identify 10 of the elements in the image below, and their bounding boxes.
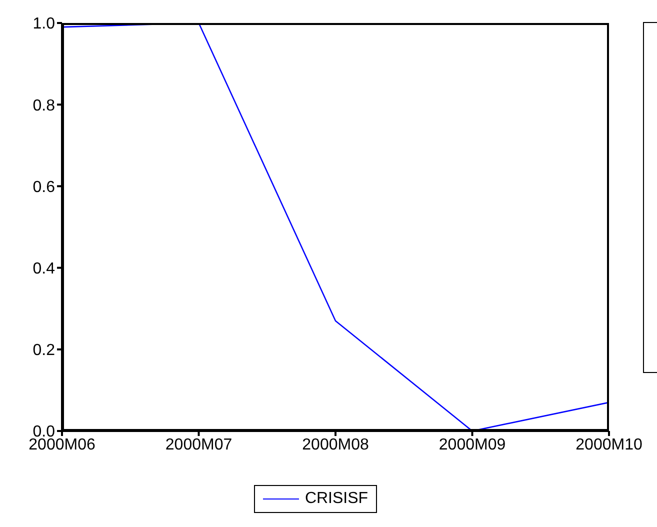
x-tick-label: 2000M08 <box>302 436 369 454</box>
y-tick-label: 0.8 <box>32 97 56 114</box>
y-tick-label: 0.2 <box>32 342 56 360</box>
y-tick-label: 0.6 <box>32 178 56 196</box>
x-tick-label: 2000M07 <box>165 436 232 454</box>
x-tick-label: 2000M10 <box>576 436 642 454</box>
y-tick-label: 1.0 <box>32 16 56 33</box>
y-tick-label: 0.4 <box>32 260 56 278</box>
legend-label: CRISISF <box>304 489 368 509</box>
x-tick-label: 2000M09 <box>438 436 506 454</box>
